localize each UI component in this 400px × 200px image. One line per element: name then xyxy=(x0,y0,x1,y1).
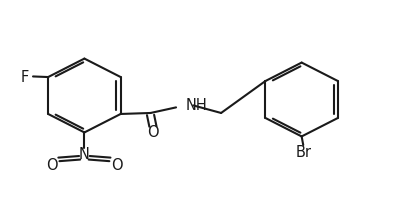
Text: O: O xyxy=(46,157,58,172)
Text: F: F xyxy=(21,69,29,84)
Text: O: O xyxy=(147,125,159,140)
Text: NH: NH xyxy=(185,98,207,113)
Text: N: N xyxy=(79,146,90,161)
Text: Br: Br xyxy=(296,144,312,159)
Text: O: O xyxy=(111,157,123,172)
